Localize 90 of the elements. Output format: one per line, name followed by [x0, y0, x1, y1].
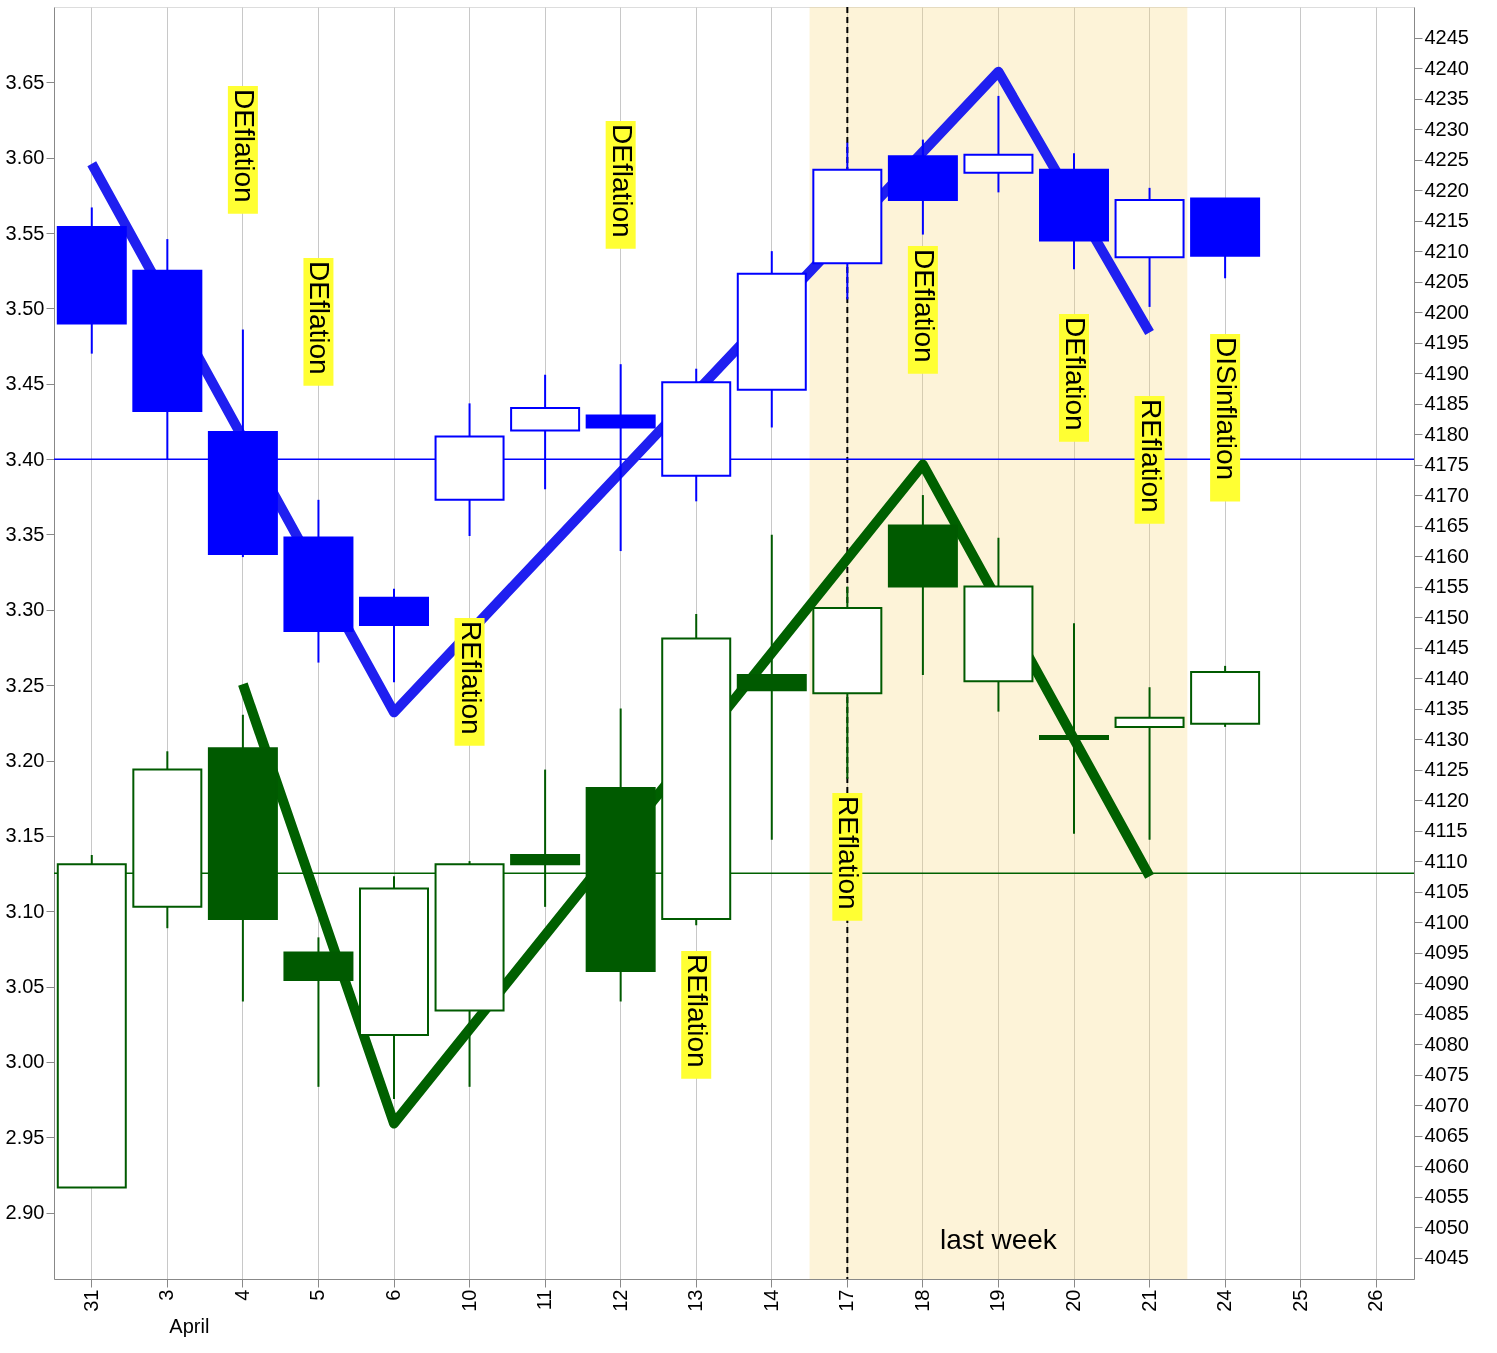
y-tick-label: 3.35 — [5, 522, 45, 545]
y2-tick-label: 4145 — [1424, 636, 1469, 659]
x-tick-label: 14 — [759, 1289, 782, 1312]
annotation: DISinflation — [1211, 337, 1243, 481]
y2-tick-label: 4180 — [1424, 422, 1469, 445]
y2-tick-label: 4140 — [1424, 666, 1469, 689]
y2-tick-label: 4125 — [1424, 758, 1469, 781]
y2-tick-label: 4205 — [1424, 270, 1469, 293]
x-tick-label: 13 — [684, 1289, 707, 1312]
y2-tick-label: 4090 — [1424, 971, 1469, 994]
y-tick-label: 3.55 — [5, 221, 45, 244]
y-tick-label: 2.95 — [5, 1125, 45, 1148]
text: April — [169, 1315, 210, 1337]
x-tick-label: 19 — [986, 1289, 1009, 1312]
band-label: last week — [940, 1224, 1058, 1255]
y2-tick-label: 4055 — [1424, 1185, 1469, 1208]
y2-tick-label: 4210 — [1424, 239, 1469, 262]
x-tick-label: 20 — [1062, 1289, 1084, 1312]
y-tick-label: 3.45 — [5, 372, 45, 395]
annotation: REflation — [455, 621, 487, 735]
y2-tick-label: 4060 — [1424, 1154, 1469, 1177]
annotation: DEflation — [1060, 317, 1091, 431]
y2-tick-label: 4130 — [1424, 727, 1469, 750]
x-tick-label: 31 — [79, 1289, 102, 1312]
x-tick-label: 10 — [457, 1289, 480, 1312]
y2-tick-label: 4110 — [1424, 849, 1468, 872]
y2-tick-label: 4155 — [1424, 575, 1469, 598]
y2-tick-label: 4080 — [1424, 1032, 1469, 1055]
candlestick — [1039, 622, 1109, 835]
y2-tick-label: 4165 — [1424, 514, 1469, 537]
y-tick-label: 3.40 — [5, 447, 45, 470]
y-tick-label: 3.10 — [5, 899, 45, 922]
y2-tick-label: 4065 — [1424, 1124, 1469, 1147]
y2-tick-label: 4095 — [1424, 941, 1469, 964]
y2-tick-label: 4135 — [1424, 697, 1469, 720]
y2-tick-label: 4175 — [1424, 453, 1469, 476]
annotation: REflation — [833, 796, 865, 910]
y2-tick-label: 4190 — [1424, 361, 1469, 384]
y-tick-label: 3.65 — [5, 70, 45, 93]
y2-tick-label: 4240 — [1424, 56, 1469, 79]
candlestick — [736, 533, 807, 841]
y2-tick-label: 4070 — [1424, 1093, 1469, 1116]
x-tick-label: 3 — [155, 1289, 178, 1301]
x-tick-label: 11 — [533, 1289, 556, 1311]
y-tick-label: 3.60 — [5, 146, 45, 169]
y2-tick-label: 4195 — [1424, 331, 1469, 354]
y-tick-label: 3.05 — [5, 975, 45, 998]
y2-tick-label: 4050 — [1424, 1215, 1469, 1238]
annotation: DEflation — [228, 89, 260, 203]
x-tick-label: 25 — [1288, 1289, 1311, 1312]
y-tick-label: 3.25 — [5, 673, 45, 696]
x-tick-label: 26 — [1364, 1289, 1387, 1312]
x-tick-label: 12 — [608, 1289, 631, 1312]
y2-tick-label: 4120 — [1424, 788, 1469, 811]
y2-tick-label: 4170 — [1424, 483, 1469, 506]
y-tick-label: 3.50 — [5, 296, 45, 319]
y-tick-label: 3.15 — [5, 824, 45, 847]
x-tick-label: 17 — [835, 1289, 858, 1312]
y-tick-label: 3.20 — [5, 749, 45, 772]
y2-tick-label: 4200 — [1424, 300, 1469, 323]
y2-tick-label: 4115 — [1424, 819, 1468, 842]
annotation: REflation — [1135, 399, 1167, 513]
x-tick-label: 6 — [382, 1289, 404, 1301]
y2-tick-label: 4075 — [1424, 1063, 1469, 1086]
x-tick-label: 18 — [910, 1289, 933, 1312]
y2-tick-label: 4215 — [1424, 209, 1469, 232]
y2-tick-label: 4185 — [1424, 392, 1469, 415]
annotation: DEflation — [304, 261, 336, 375]
x-tick-label: 4 — [230, 1289, 253, 1301]
x-tick-label: 21 — [1137, 1289, 1160, 1312]
x-tick-label: 24 — [1213, 1289, 1236, 1312]
y2-tick-label: 4160 — [1424, 544, 1469, 567]
y2-tick-label: 4085 — [1424, 1002, 1469, 1025]
candlestick — [1114, 686, 1185, 841]
y-tick-label: 3.00 — [5, 1050, 45, 1073]
y2-tick-label: 4235 — [1424, 87, 1469, 110]
y2-tick-label: 4220 — [1424, 178, 1469, 201]
y2-tick-label: 4045 — [1424, 1246, 1469, 1269]
x-tick-label: 5 — [306, 1289, 329, 1301]
y-tick-label: 2.90 — [5, 1201, 45, 1224]
y2-tick-label: 4225 — [1424, 148, 1469, 171]
y2-tick-label: 4230 — [1424, 117, 1469, 140]
y2-tick-label: 4100 — [1424, 910, 1469, 933]
annotation: DEflation — [908, 249, 940, 363]
y-tick-label: 3.30 — [5, 598, 45, 621]
y2-tick-label: 4105 — [1424, 880, 1469, 903]
annotation: DEflation — [606, 124, 638, 238]
annotation: REflation — [682, 954, 714, 1068]
y2-tick-label: 4245 — [1424, 26, 1469, 48]
y2-tick-label: 4150 — [1424, 605, 1469, 628]
